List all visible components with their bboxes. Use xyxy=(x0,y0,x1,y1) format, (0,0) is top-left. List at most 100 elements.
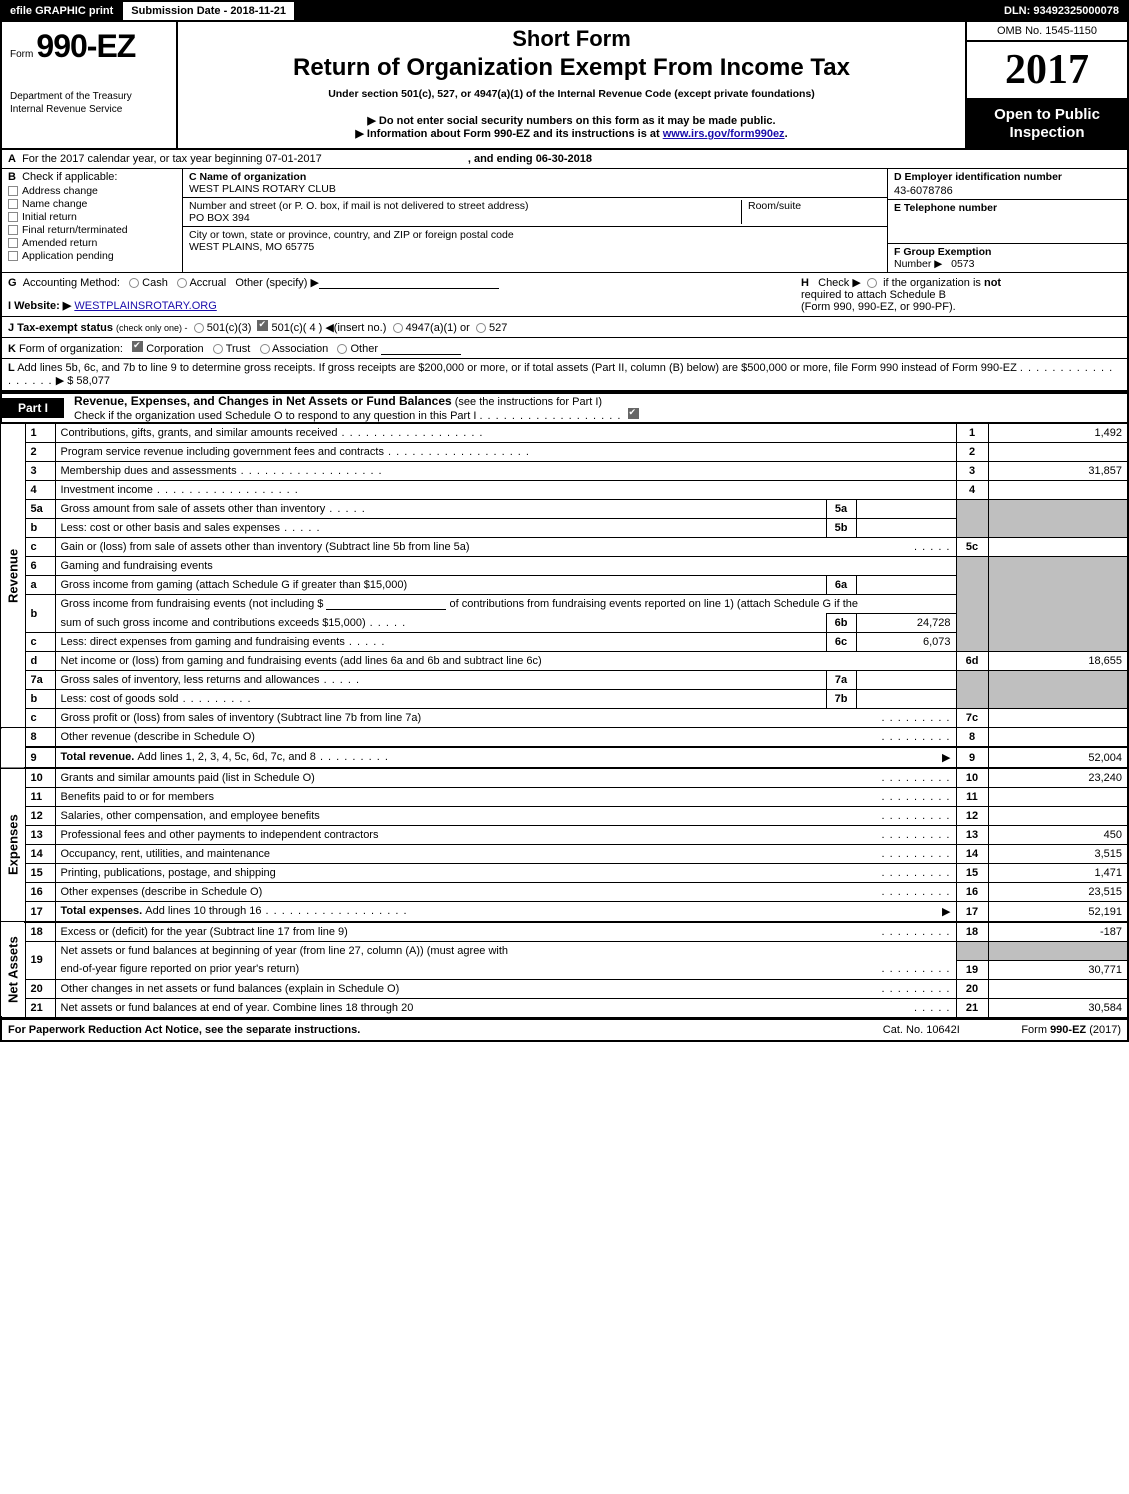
line-h-t2: if the organization is xyxy=(883,277,981,289)
row-num: 4 xyxy=(25,481,55,500)
form-main-title: Return of Organization Exempt From Incom… xyxy=(188,54,955,82)
chk-label: Application pending xyxy=(22,250,114,262)
other-specify-blank[interactable] xyxy=(319,277,499,289)
line-num: 3 xyxy=(956,462,988,481)
open-line1: Open to Public xyxy=(971,106,1123,124)
radio-assoc[interactable] xyxy=(260,344,270,354)
row-desc: Less: cost or other basis and sales expe… xyxy=(61,522,281,534)
shade-cell xyxy=(956,557,988,652)
radio-other-org[interactable] xyxy=(337,344,347,354)
line-val: 23,515 xyxy=(988,883,1128,902)
box-f-label2: Number ▶ xyxy=(894,258,942,270)
line-num: 15 xyxy=(956,864,988,883)
efile-print-button[interactable]: efile GRAPHIC print xyxy=(2,2,121,20)
chk-address-change[interactable] xyxy=(8,186,18,196)
row-num: d xyxy=(25,652,55,671)
row-num: b xyxy=(25,595,55,633)
form-number: 990-EZ xyxy=(36,28,135,64)
line-val: 52,004 xyxy=(988,747,1128,768)
row-desc: Contributions, gifts, grants, and simila… xyxy=(61,427,338,439)
line-num: 17 xyxy=(956,902,988,923)
chk-final-return[interactable] xyxy=(8,225,18,235)
header-right: OMB No. 1545-1150 2017 Open to Public In… xyxy=(967,22,1127,148)
dln-number: DLN: 93492325000078 xyxy=(996,2,1127,20)
org-info: C Name of organization WEST PLAINS ROTAR… xyxy=(182,169,887,272)
row-num: 10 xyxy=(25,768,55,788)
chk-amended-return[interactable] xyxy=(8,238,18,248)
line-val xyxy=(988,481,1128,500)
sub-num: 5b xyxy=(826,519,856,538)
part1-schedule-o-check[interactable] xyxy=(628,408,639,419)
website-link[interactable]: WESTPLAINSROTARY.ORG xyxy=(74,300,216,312)
line-g-label: G xyxy=(8,277,17,289)
radio-accrual[interactable] xyxy=(177,278,187,288)
line-l: L Add lines 5b, 6c, and 7b to line 9 to … xyxy=(0,359,1129,392)
line-k-text: Form of organization: xyxy=(19,343,123,355)
chk-application-pending[interactable] xyxy=(8,251,18,261)
line-val: 1,471 xyxy=(988,864,1128,883)
part-1-paren: (see the instructions for Part I) xyxy=(455,396,602,408)
radio-501c3[interactable] xyxy=(194,323,204,333)
row-desc-bold: Total revenue. xyxy=(61,751,138,763)
chk-label: Address change xyxy=(22,185,98,197)
footer-right-prefix: Form xyxy=(1021,1024,1050,1036)
line-num: 12 xyxy=(956,807,988,826)
opt-501c: 501(c)( 4 ) ◀(insert no.) xyxy=(272,322,387,334)
line-val: 30,771 xyxy=(988,960,1128,979)
fundraising-blank[interactable] xyxy=(326,598,446,610)
top-bar: efile GRAPHIC print Submission Date - 20… xyxy=(0,0,1129,22)
footer-cat: Cat. No. 10642I xyxy=(821,1024,1021,1036)
line-num: 8 xyxy=(956,728,988,748)
opt-4947: 4947(a)(1) or xyxy=(406,322,470,334)
line-num: 18 xyxy=(956,922,988,942)
city-label: City or town, state or province, country… xyxy=(189,229,881,241)
row-desc: Excess or (deficit) for the year (Subtra… xyxy=(61,926,348,938)
radio-cash[interactable] xyxy=(129,278,139,288)
line-val xyxy=(988,788,1128,807)
line-h-t4: (Form 990, 990-EZ, or 990-PF). xyxy=(801,301,956,313)
line-num: 4 xyxy=(956,481,988,500)
line-num: 14 xyxy=(956,845,988,864)
radio-501c-checked[interactable] xyxy=(257,320,268,331)
radio-527[interactable] xyxy=(476,323,486,333)
radio-schedule-b[interactable] xyxy=(867,278,877,288)
line-j: J Tax-exempt status (check only one) - 5… xyxy=(0,317,1129,338)
row-desc-bold: Total expenses. xyxy=(61,905,146,917)
chk-label: Initial return xyxy=(22,211,77,223)
row-desc: Salaries, other compensation, and employ… xyxy=(61,810,320,822)
dept-block: Department of the Treasury Internal Reve… xyxy=(10,91,168,116)
row-num: 6 xyxy=(25,557,55,576)
row-desc: Gain or (loss) from sale of assets other… xyxy=(61,541,470,553)
line-g-h: G Accounting Method: Cash Accrual Other … xyxy=(0,273,1129,317)
row-num: b xyxy=(25,519,55,538)
line-b-title: Check if applicable: xyxy=(22,171,117,183)
info-link[interactable]: www.irs.gov/form990ez xyxy=(663,128,785,140)
identity-block: B Check if applicable: Address change Na… xyxy=(0,169,1129,273)
room-suite-label: Room/suite xyxy=(741,200,881,224)
row-desc: Net assets or fund balances at beginning… xyxy=(55,942,956,961)
radio-4947[interactable] xyxy=(393,323,403,333)
line-l-amt-prefix: ▶ $ xyxy=(56,375,77,387)
row-num: 11 xyxy=(25,788,55,807)
opt-other-org: Other xyxy=(350,343,378,355)
sub-num: 6a xyxy=(826,576,856,595)
line-num: 16 xyxy=(956,883,988,902)
other-org-blank[interactable] xyxy=(381,343,461,355)
row-desc: Gross sales of inventory, less returns a… xyxy=(61,674,320,686)
row-num: b xyxy=(25,690,55,709)
row-num: 18 xyxy=(25,922,55,942)
opt-501c3: 501(c)(3) xyxy=(207,322,252,334)
chk-initial-return[interactable] xyxy=(8,212,18,222)
chk-name-change[interactable] xyxy=(8,199,18,209)
sub-val: 6,073 xyxy=(856,633,956,652)
side-net-assets: Net Assets xyxy=(1,922,25,1017)
sub-val xyxy=(856,671,956,690)
radio-trust[interactable] xyxy=(213,344,223,354)
row-desc2: end-of-year figure reported on prior yea… xyxy=(61,963,300,975)
radio-corp-checked[interactable] xyxy=(132,341,143,352)
tax-year: 2017 xyxy=(967,42,1127,100)
footer-right: Form 990-EZ (2017) xyxy=(1021,1024,1121,1036)
row-num: 16 xyxy=(25,883,55,902)
line-val: 30,584 xyxy=(988,998,1128,1017)
part-1-sub: Check if the organization used Schedule … xyxy=(74,410,476,422)
